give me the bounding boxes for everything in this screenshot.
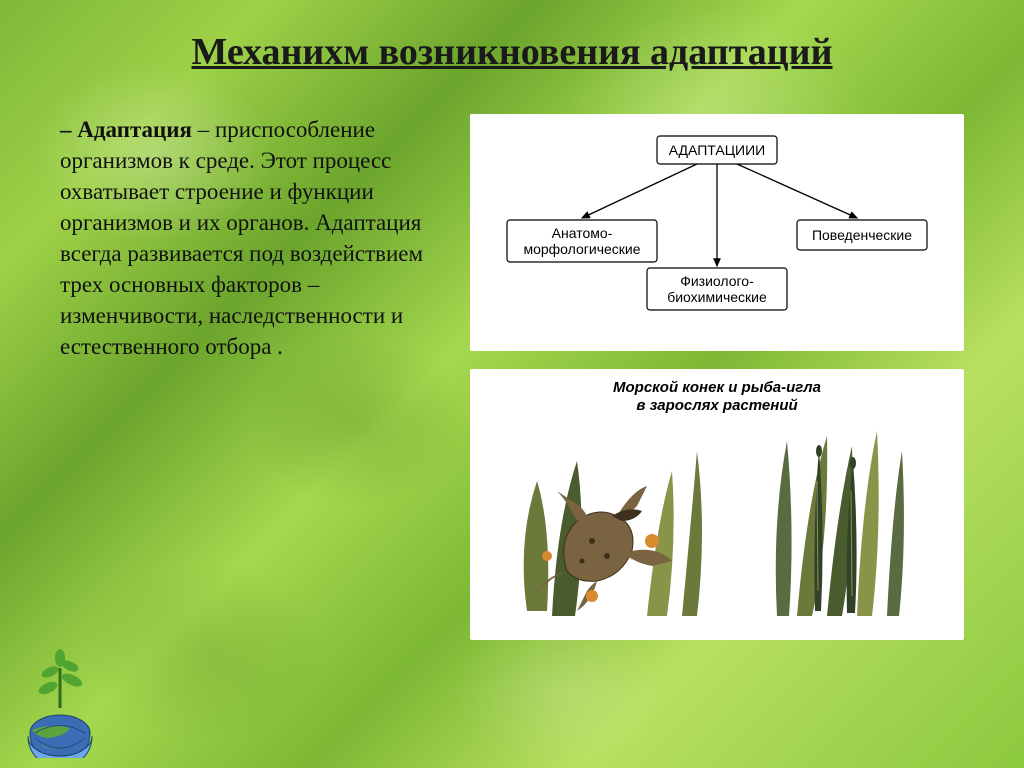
speckle — [589, 538, 595, 544]
grass-blade — [797, 436, 827, 616]
seaweed-frond — [524, 481, 549, 611]
illustration-caption: Морской конек и рыба-игла в зарослях рас… — [482, 379, 952, 415]
body-columns: – Адаптация – приспособление организмов … — [60, 114, 964, 640]
adaptation-diagram: АДАПТАЦИИИ Анатомо- морфологические — [470, 114, 964, 351]
child2-line1: Физиолого- — [680, 273, 754, 289]
orange-float — [645, 534, 659, 548]
orange-float — [586, 590, 598, 602]
grass-blade — [857, 431, 879, 616]
diagram-node-root: АДАПТАЦИИИ — [657, 136, 777, 164]
illustration-box: Морской конек и рыба-игла в зарослях рас… — [470, 369, 964, 640]
corner-globe-icon — [10, 638, 130, 758]
term-adaptation: Адаптация — [77, 117, 192, 142]
diagram-node-behavioral: Поведенческие — [797, 220, 927, 250]
needlefish-group — [776, 431, 904, 616]
slide-title: Механихм возникновения адаптаций — [60, 30, 964, 74]
root-label: АДАПТАЦИИИ — [669, 142, 766, 158]
caption-line1: Морской конек и рыба-игла — [613, 379, 821, 396]
right-column: АДАПТАЦИИИ Анатомо- морфологические — [470, 114, 964, 640]
diagram-node-anatomо: Анатомо- морфологические — [507, 220, 657, 262]
content-area: Механихм возникновения адаптаций – Адапт… — [0, 0, 1024, 660]
needlefish-head — [850, 457, 856, 469]
slide-root: Механихм возникновения адаптаций – Адапт… — [0, 0, 1024, 768]
grass-blade — [776, 441, 792, 616]
leading-dash: – — [60, 117, 72, 142]
dash-after-term: – — [198, 117, 210, 142]
child1-line2: морфологические — [523, 241, 640, 257]
left-column: – Адаптация – приспособление организмов … — [60, 114, 440, 362]
arrow-3 — [737, 164, 857, 218]
caption-line2: в зарослях растений — [636, 397, 797, 414]
child1-line1: Анатомо- — [552, 225, 613, 241]
seahorse-group — [524, 451, 702, 616]
speckle — [604, 553, 610, 559]
definition-paragraph: – Адаптация – приспособление организмов … — [60, 114, 440, 362]
arrow-1 — [582, 164, 697, 218]
seaweed-frond — [682, 451, 702, 616]
diagram-node-physiologo: Физиолого- биохимические — [647, 268, 787, 310]
child2-line2: биохимические — [667, 289, 767, 305]
orange-float — [542, 551, 552, 561]
definition-text: приспособление организмов к среде. Этот … — [60, 117, 423, 359]
illustration-svg — [482, 421, 952, 621]
diagram-svg: АДАПТАЦИИИ Анатомо- морфологические — [480, 128, 954, 328]
needlefish-head — [816, 445, 822, 457]
speckle — [580, 559, 585, 564]
grass-blade — [887, 451, 904, 616]
child3-label: Поведенческие — [812, 227, 912, 243]
